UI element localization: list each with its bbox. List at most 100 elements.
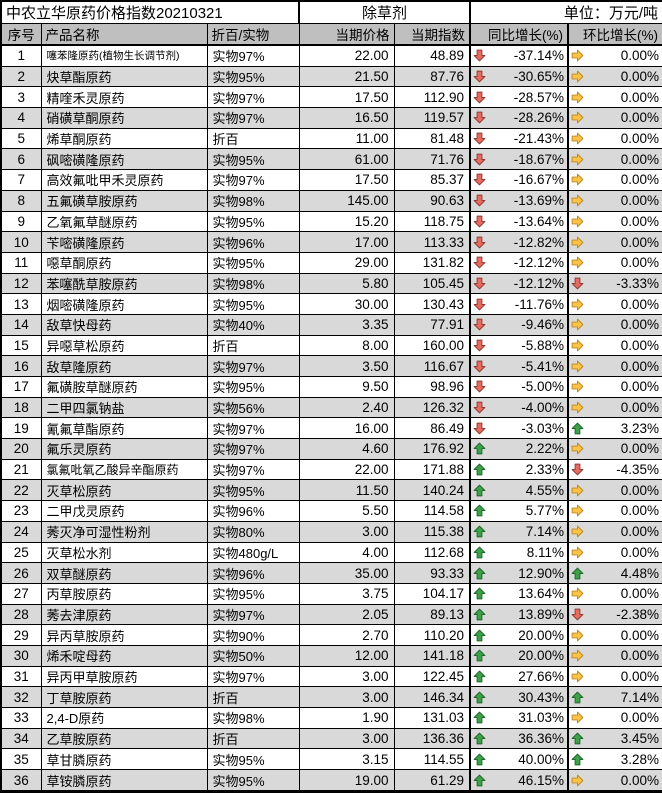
current-price: 4.00 xyxy=(298,541,395,564)
spec: 实物56% xyxy=(206,396,300,419)
up-arrow-icon xyxy=(473,774,486,787)
mom-cell: 0.00% xyxy=(567,520,662,543)
table-row: 27 丙草胺原药 实物95% 3.75 104.17 13.64% 0.00% xyxy=(0,582,662,605)
right-arrow-icon xyxy=(571,215,584,228)
right-arrow-icon xyxy=(571,318,584,331)
yoy-cell: -13.69% xyxy=(469,189,569,212)
product-name: 乙草胺原药 xyxy=(40,727,208,750)
table-row: 20 氟乐灵原药 实物97% 4.60 176.92 2.22% 0.00% xyxy=(0,438,662,460)
mom-value: 4.48% xyxy=(620,565,660,581)
yoy-cell: 36.36% xyxy=(469,727,569,750)
product-name: 异丙草胺原药 xyxy=(40,624,208,646)
mom-value: 0.00% xyxy=(620,358,660,374)
up-arrow-icon xyxy=(473,567,486,580)
spec: 实物95% xyxy=(206,582,300,605)
mom-value: 0.00% xyxy=(620,296,660,312)
current-index: 85.37 xyxy=(393,169,471,191)
current-index: 112.90 xyxy=(393,86,471,109)
table-row: 14 敌草快母药 实物40% 3.35 77.91 -9.46% 0.00% xyxy=(0,313,662,336)
product-name: 炔草酯原药 xyxy=(40,65,208,88)
spec: 实物98% xyxy=(206,272,300,295)
row-index: 21 xyxy=(0,458,42,481)
row-index: 27 xyxy=(0,582,42,605)
mom-value: 0.00% xyxy=(620,151,660,167)
table-row: 21 氯氟吡氧乙酸异辛酯原药 实物97% 22.00 171.88 2.33% … xyxy=(0,458,662,481)
down-arrow-icon xyxy=(473,380,486,393)
table-body: 1 噻苯隆原药(植物生长调节剂) 实物97% 22.00 48.89 -37.1… xyxy=(0,44,662,792)
down-arrow-icon xyxy=(473,236,486,249)
down-arrow-icon xyxy=(473,111,486,124)
mom-cell: 0.00% xyxy=(567,355,662,378)
current-index: 87.76 xyxy=(393,65,471,88)
current-index: 122.45 xyxy=(393,665,471,688)
up-arrow-icon xyxy=(473,629,486,642)
mom-cell: 0.00% xyxy=(567,169,662,191)
right-arrow-icon xyxy=(571,298,584,311)
right-arrow-icon xyxy=(571,587,584,600)
yoy-value: 8.11% xyxy=(526,544,565,560)
row-index: 14 xyxy=(0,313,42,336)
up-arrow-icon xyxy=(473,484,486,497)
yoy-value: 5.77% xyxy=(525,503,565,519)
current-index: 146.34 xyxy=(393,686,471,709)
table-row: 11 噁草酮原药 实物95% 29.00 131.82 -12.12% 0.00… xyxy=(0,251,662,274)
mom-value: 0.00% xyxy=(620,668,660,684)
down-arrow-icon xyxy=(571,608,584,621)
right-arrow-icon xyxy=(571,670,584,683)
row-index: 34 xyxy=(0,727,42,750)
product-name: 苄嘧磺隆原药 xyxy=(40,231,208,253)
row-index: 16 xyxy=(0,355,42,378)
spec: 实物96% xyxy=(206,562,300,584)
unit-label: 单位：万元/吨 xyxy=(469,0,662,24)
yoy-value: -3.03% xyxy=(521,420,565,436)
right-arrow-icon xyxy=(571,525,584,538)
mom-cell: 0.00% xyxy=(567,624,662,646)
yoy-cell: -30.65% xyxy=(469,65,569,88)
yoy-value: 20.00% xyxy=(518,627,565,643)
yoy-value: 12.90% xyxy=(518,565,565,581)
row-index: 6 xyxy=(0,148,42,171)
down-arrow-icon xyxy=(473,339,486,352)
spec: 实物98% xyxy=(206,707,300,729)
current-price: 3.00 xyxy=(298,520,395,543)
col-header-spec: 折百/实物 xyxy=(206,23,300,46)
current-price: 2.40 xyxy=(298,396,395,419)
mom-value: 0.00% xyxy=(620,131,660,147)
yoy-cell: -12.12% xyxy=(469,272,569,295)
mom-value: 7.14% xyxy=(620,689,660,705)
table-row: 15 异噁草松原药 折百 8.00 160.00 -5.88% 0.00% xyxy=(0,334,662,357)
row-index: 2 xyxy=(0,65,42,88)
current-index: 131.03 xyxy=(393,707,471,729)
spec: 实物97% xyxy=(206,665,300,688)
mom-value: 0.00% xyxy=(620,69,660,85)
mom-value: 0.00% xyxy=(620,213,660,229)
current-index: 116.67 xyxy=(393,355,471,378)
up-arrow-icon xyxy=(571,691,584,704)
mom-value: 0.00% xyxy=(620,89,660,105)
table-row: 23 二甲戊灵原药 实物96% 5.50 114.58 5.77% 0.00% xyxy=(0,500,662,522)
yoy-value: 4.55% xyxy=(525,482,565,498)
right-arrow-icon xyxy=(571,629,584,642)
yoy-cell: -18.67% xyxy=(469,148,569,171)
product-name: 高效氟吡甲禾灵原药 xyxy=(40,169,208,191)
spec: 实物95% xyxy=(206,376,300,398)
col-header-name: 产品名称 xyxy=(40,23,208,46)
row-index: 13 xyxy=(0,293,42,315)
product-name: 草铵膦原药 xyxy=(40,769,208,792)
up-arrow-icon xyxy=(571,422,584,435)
current-index: 176.92 xyxy=(393,438,471,460)
yoy-value: 20.00% xyxy=(518,648,565,664)
mom-cell: 0.00% xyxy=(567,210,662,233)
spec: 实物95% xyxy=(206,769,300,792)
current-price: 16.00 xyxy=(298,417,395,440)
yoy-value: -13.69% xyxy=(513,193,565,209)
yoy-cell: 40.00% xyxy=(469,748,569,771)
current-index: 136.36 xyxy=(393,727,471,750)
yoy-cell: 2.22% xyxy=(469,438,569,460)
current-index: 130.43 xyxy=(393,293,471,315)
down-arrow-icon xyxy=(473,318,486,331)
yoy-cell: -12.12% xyxy=(469,251,569,274)
current-price: 4.60 xyxy=(298,438,395,460)
mom-value: 0.00% xyxy=(620,317,660,333)
